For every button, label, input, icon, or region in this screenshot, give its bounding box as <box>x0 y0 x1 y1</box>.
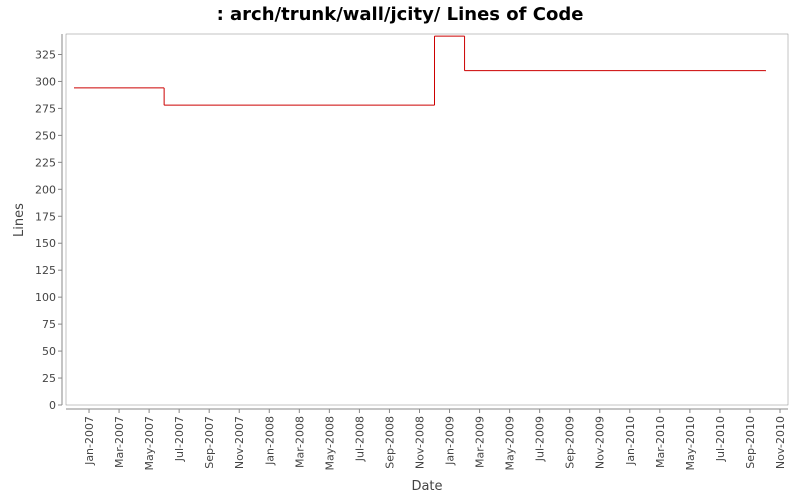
x-tick-label: Jul-2009 <box>534 416 547 462</box>
y-tick-label: 125 <box>35 264 56 277</box>
x-tick-label: Jul-2008 <box>353 416 366 462</box>
x-tick-label: Nov-2010 <box>774 416 787 469</box>
y-tick-label: 0 <box>49 399 56 412</box>
x-tick-label: Nov-2009 <box>594 416 607 469</box>
y-tick-label: 325 <box>35 48 56 61</box>
x-tick-label: Jan-2010 <box>624 416 637 466</box>
x-tick-label: Sep-2008 <box>383 416 396 469</box>
y-tick-label: 200 <box>35 183 56 196</box>
y-tick-label: 25 <box>42 372 56 385</box>
y-tick-label: 225 <box>35 156 56 169</box>
x-tick-label: May-2010 <box>684 416 697 471</box>
x-tick-label: Sep-2007 <box>203 416 216 469</box>
x-tick-label: May-2009 <box>504 416 517 471</box>
x-tick-label: Mar-2010 <box>654 416 667 468</box>
y-tick-label: 175 <box>35 210 56 223</box>
x-tick-label: Nov-2008 <box>413 416 426 469</box>
x-tick-label: Sep-2010 <box>744 416 757 469</box>
y-tick-label: 150 <box>35 237 56 250</box>
y-tick-label: 275 <box>35 102 56 115</box>
x-tick-label: Sep-2009 <box>564 416 577 469</box>
y-tick-label: 100 <box>35 291 56 304</box>
x-tick-label: Mar-2007 <box>113 416 126 468</box>
x-tick-label: Jul-2010 <box>714 416 727 462</box>
y-tick-label: 250 <box>35 129 56 142</box>
plot-area <box>65 33 789 406</box>
x-tick-label: May-2007 <box>143 416 156 471</box>
x-tick-label: Jan-2009 <box>444 416 457 466</box>
x-axis-label: Date <box>411 479 442 494</box>
x-tick-label: Jan-2007 <box>83 416 96 466</box>
x-tick-label: Mar-2008 <box>293 416 306 468</box>
y-axis-label: Lines <box>12 203 27 237</box>
x-tick-label: Jul-2007 <box>173 416 186 462</box>
x-tick-label: Nov-2007 <box>233 416 246 469</box>
chart-title: : arch/trunk/wall/jcity/ Lines of Code <box>217 4 584 25</box>
y-tick-label: 300 <box>35 75 56 88</box>
x-tick-label: Jan-2008 <box>263 416 276 466</box>
y-tick-label: 75 <box>42 318 56 331</box>
x-tick-label: May-2008 <box>323 416 336 471</box>
x-tick-label: Mar-2009 <box>474 416 487 468</box>
y-tick-label: 50 <box>42 345 56 358</box>
